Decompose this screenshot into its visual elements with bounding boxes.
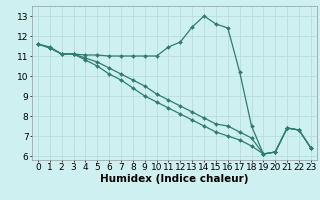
X-axis label: Humidex (Indice chaleur): Humidex (Indice chaleur) [100,174,249,184]
